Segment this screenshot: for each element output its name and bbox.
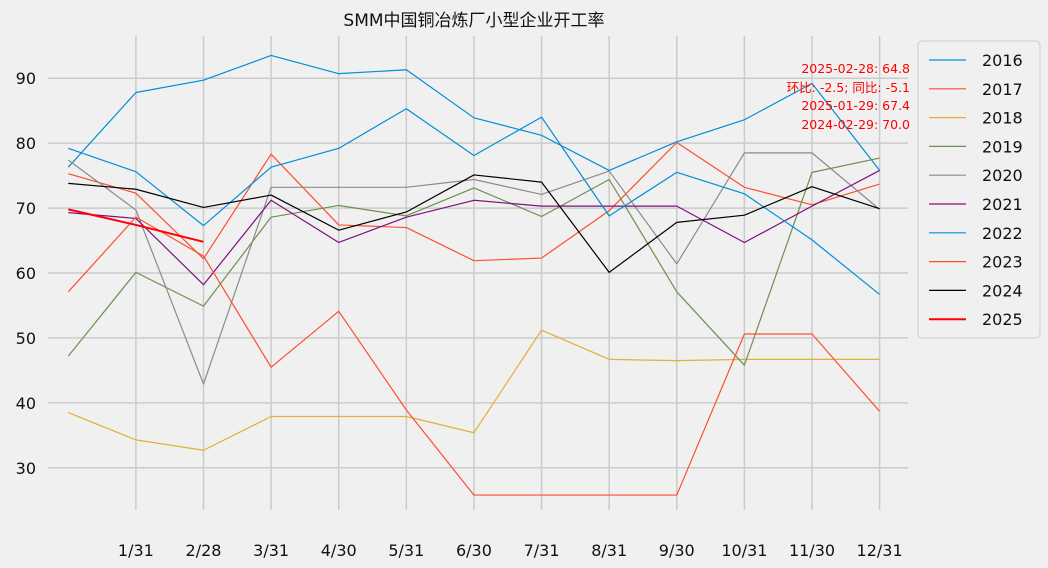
- series-line-2025: [68, 208, 204, 243]
- legend-label-2017: 2017: [982, 80, 1023, 99]
- y-tick-label: 60: [16, 264, 36, 283]
- x-tick-labels: 1/31 2/28 3/31 4/30 5/31 6/30 7/31 8/31 9/30 10/3…: [118, 541, 903, 560]
- series-line-2016: [67, 54, 881, 172]
- legend-label-2022: 2022: [982, 224, 1023, 243]
- y-tick-labels: 30 40 50 60 70 80 90: [16, 69, 36, 478]
- x-tick-label: 2/28: [186, 541, 222, 560]
- annotation-line-2: 环比: -2.5; 同比: -5.1: [787, 80, 910, 95]
- legend-label-2025: 2025: [982, 310, 1023, 329]
- x-tick-label: 7/31: [524, 541, 560, 560]
- legend-box: [917, 40, 1041, 339]
- legend-label-2020: 2020: [982, 166, 1023, 185]
- y-tick-label: 30: [16, 459, 36, 478]
- legend-label-2018: 2018: [982, 109, 1023, 128]
- legend-label-2023: 2023: [982, 253, 1023, 272]
- x-tick-label: 5/31: [388, 541, 424, 560]
- series-line-2021: [68, 169, 880, 286]
- annotation-line-4: 2024-02-29: 70.0: [801, 117, 910, 132]
- y-tick-label: 90: [16, 69, 36, 88]
- grid: [48, 36, 908, 510]
- series-line-2018: [68, 329, 880, 451]
- series-line-2024: [68, 174, 880, 273]
- x-tick-label: 1/31: [118, 541, 154, 560]
- x-tick-label: 4/30: [321, 541, 357, 560]
- series-line-2020: [67, 152, 880, 385]
- annotation-line-1: 2025-02-28: 64.8: [801, 61, 910, 76]
- legend-label-2024: 2024: [982, 281, 1023, 300]
- legend-label-2021: 2021: [982, 195, 1023, 214]
- series-line-2023: [67, 216, 881, 496]
- chart-title: SMM中国铜冶炼厂小型企业开工率: [343, 11, 604, 31]
- y-tick-label: 80: [16, 134, 36, 153]
- x-tick-label: 10/31: [721, 541, 767, 560]
- annotation-line-3: 2025-01-29: 67.4: [801, 98, 910, 113]
- y-tick-label: 50: [16, 329, 36, 348]
- x-tick-label: 12/31: [857, 541, 903, 560]
- x-tick-label: 8/31: [591, 541, 627, 560]
- series-line-2019: [67, 157, 880, 366]
- x-tick-label: 11/30: [789, 541, 835, 560]
- y-tick-label: 70: [16, 199, 36, 218]
- legend: 2016 2017 2018 2019 2020 2021 2022 2023 2024 2025: [917, 40, 1041, 339]
- x-tick-label: 3/31: [253, 541, 289, 560]
- series-line-2017: [68, 141, 880, 262]
- legend-label-2016: 2016: [982, 51, 1023, 70]
- series-group: [67, 54, 881, 496]
- y-tick-label: 40: [16, 394, 36, 413]
- annotations: 2025-02-28: 64.8 环比: -2.5; 同比: -5.1 2025…: [787, 61, 910, 132]
- x-tick-label: 9/30: [659, 541, 695, 560]
- x-tick-label: 6/30: [456, 541, 492, 560]
- legend-label-2019: 2019: [982, 137, 1023, 156]
- series-line-2022: [68, 108, 880, 295]
